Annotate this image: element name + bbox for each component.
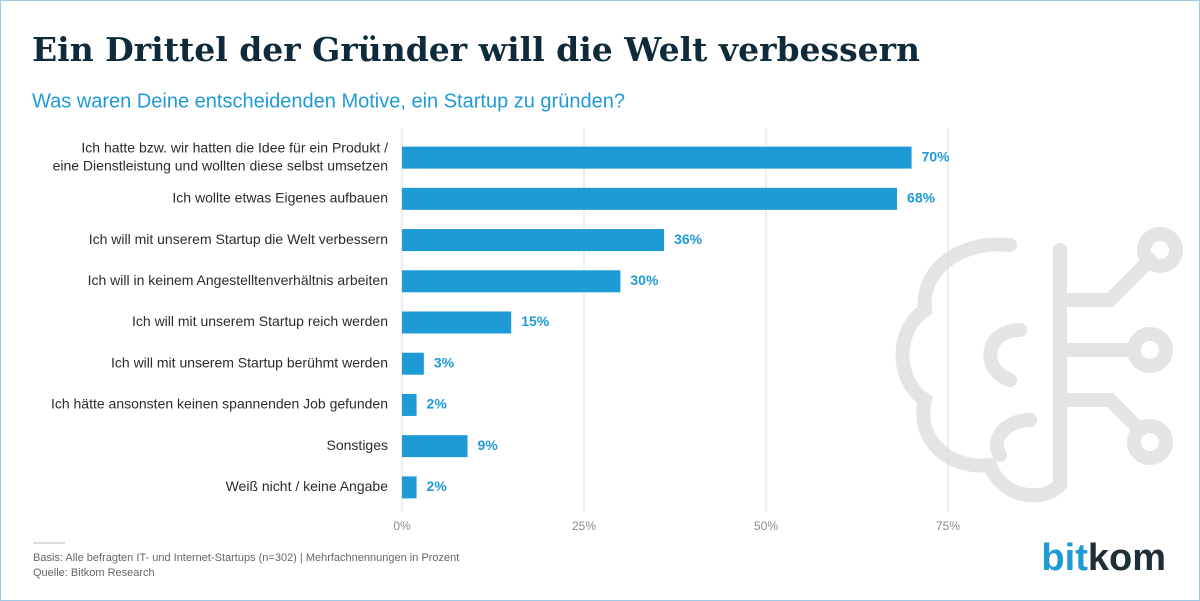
footnote: Basis: Alle befragten IT- und Internet-S… [33,552,459,564]
value-label: 2% [427,478,448,494]
x-tick-label: 25% [572,519,596,533]
y-tick-label-line: Ich hatte bzw. wir hatten die Idee für e… [81,139,388,155]
y-tick-label: Ich hätte ansonsten keinen spannenden Jo… [51,396,388,412]
bar [402,476,417,499]
logo-part: bit [1041,537,1088,579]
value-label: 36% [674,231,703,247]
bar [402,146,912,169]
value-label: 2% [427,396,448,412]
x-tick-label: 0% [393,519,411,533]
value-label: 15% [521,313,550,329]
bar [402,311,512,334]
bar [402,229,665,252]
bar [402,393,417,416]
value-label: 70% [922,148,951,164]
chart-subtitle: Was waren Deine entscheidenden Motive, e… [32,90,625,112]
bar [402,187,898,210]
y-tick-label: Weiß nicht / keine Angabe [226,478,389,494]
y-tick-label: Sonstiges [327,437,388,453]
value-label: 68% [907,190,936,206]
y-tick-label: Ich hatte bzw. wir hatten die Idee für e… [53,139,389,173]
logo-part: kom [1088,537,1166,579]
chart-title: Ein Drittel der Gründer will die Welt ve… [32,30,920,69]
value-label: 9% [478,437,499,453]
value-label: 30% [630,272,659,288]
y-tick-label: Ich will mit unserem Startup reich werde… [132,313,388,329]
y-tick-label: Ich will mit unserem Startup berühmt wer… [111,354,388,370]
brain-icon [895,227,1183,503]
y-tick-label-line: eine Dienstleistung und wollten diese se… [53,157,388,173]
bar [402,435,468,458]
source: Quelle: Bitkom Research [33,567,155,579]
x-tick-label: 75% [936,519,960,533]
y-tick-label: Ich will mit unserem Startup die Welt ve… [89,231,388,247]
bar [402,270,621,293]
value-label: 3% [434,354,455,370]
y-tick-label: Ich will in keinem Angestelltenverhältni… [88,272,388,288]
y-tick-label: Ich wollte etwas Eigenes aufbauen [172,190,388,206]
x-tick-label: 50% [754,519,778,533]
bar [402,352,424,375]
logo: bitkom [1041,537,1166,579]
